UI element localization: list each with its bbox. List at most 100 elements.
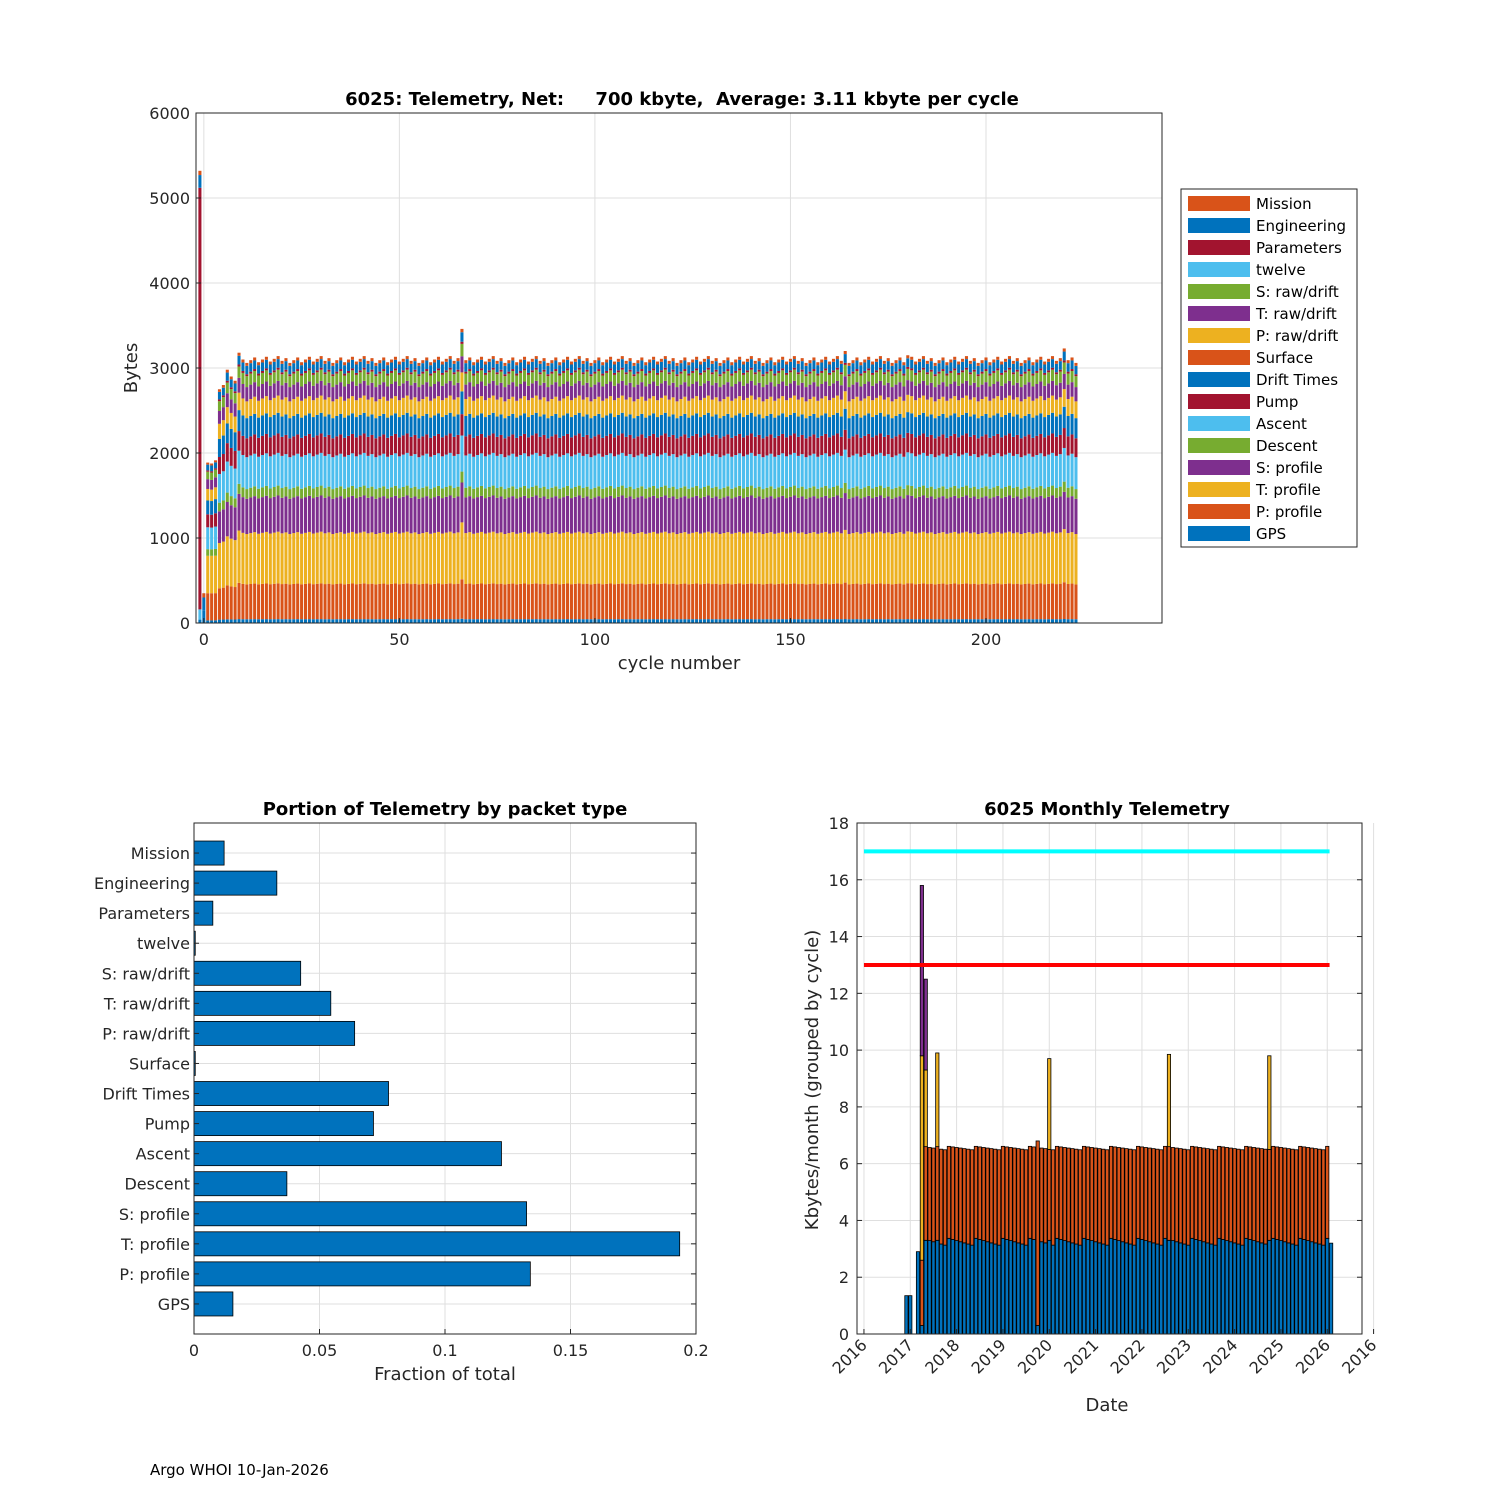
cycle-bar-170	[867, 356, 871, 623]
bar-segment	[831, 372, 836, 384]
bar-segment	[863, 455, 867, 488]
bar-segment	[491, 433, 495, 453]
bar-segment	[1035, 583, 1039, 620]
bar-segment	[851, 455, 855, 488]
bar-segment	[988, 417, 992, 438]
bar-segment	[479, 433, 484, 454]
bar-segment	[589, 418, 593, 439]
bar-segment	[444, 414, 448, 436]
bar-segment	[225, 380, 229, 383]
bar-segment	[378, 487, 382, 498]
bar-segment	[343, 456, 347, 489]
bar-segment	[601, 437, 605, 457]
bar-segment	[581, 488, 585, 498]
bar-segment	[906, 412, 910, 433]
bar-segment	[652, 531, 656, 584]
cycle-bar-44	[374, 362, 378, 623]
bar-segment	[378, 416, 382, 437]
bar-segment	[245, 418, 249, 439]
month-bar	[1159, 1149, 1164, 1335]
bar-segment	[444, 532, 448, 584]
bar-segment	[1066, 399, 1070, 417]
bar-segment	[640, 396, 644, 414]
bar-segment	[609, 413, 613, 434]
bar-segment	[769, 396, 773, 414]
bar-segment	[495, 416, 499, 437]
bar-segment	[288, 365, 292, 375]
bar-segment	[581, 374, 585, 386]
y-axis-label: Bytes	[121, 343, 142, 394]
bar-segment	[1228, 1241, 1233, 1335]
bar-segment	[542, 532, 546, 584]
bar-segment	[487, 414, 491, 436]
bar-segment	[1070, 453, 1074, 487]
bar-segment	[1205, 1242, 1210, 1335]
bar-segment	[761, 584, 765, 620]
bar-segment	[620, 412, 624, 434]
bar-segment	[476, 619, 480, 623]
bar-segment	[839, 416, 843, 437]
bar-segment	[343, 488, 347, 499]
bar-segment	[671, 486, 675, 497]
bar-segment	[264, 531, 268, 584]
bar-segment	[972, 532, 976, 584]
bar-segment	[1066, 1147, 1071, 1243]
bar-segment	[452, 385, 456, 400]
bar-segment	[855, 396, 859, 414]
bar-segment	[616, 372, 620, 384]
bar-segment	[726, 371, 730, 383]
bar-segment	[800, 361, 804, 370]
bar-segment	[726, 619, 730, 623]
bar-segment	[706, 452, 710, 486]
x-tick-label: 2016	[829, 1335, 871, 1377]
bar-segment	[612, 619, 616, 623]
bar-segment	[210, 472, 214, 480]
bar-segment	[671, 358, 675, 362]
bar-segment	[745, 383, 749, 398]
bar-segment	[620, 356, 624, 360]
bar-segment	[804, 438, 808, 458]
bar-segment	[272, 383, 276, 398]
bar-segment	[843, 582, 847, 620]
bar-segment	[919, 1055, 924, 1261]
bar-segment	[757, 434, 761, 455]
bar-segment	[749, 380, 753, 396]
bar-segment	[933, 401, 937, 419]
bar-segment	[628, 434, 632, 455]
bar-segment	[569, 488, 573, 499]
bar-segment	[1136, 1237, 1141, 1335]
bar-segment	[577, 485, 581, 496]
bar-segment	[949, 455, 953, 488]
cycle-bar-16	[264, 356, 268, 623]
cycle-bar-191	[949, 359, 953, 623]
bar-segment	[648, 398, 652, 416]
bar-segment	[937, 497, 941, 534]
bar-segment	[1000, 533, 1004, 585]
bar-segment	[409, 488, 413, 498]
bar-segment	[1043, 374, 1047, 386]
bar-segment	[300, 456, 304, 489]
bar-segment	[464, 363, 468, 372]
bar-segment	[507, 384, 511, 400]
bar-segment	[957, 619, 961, 623]
bar-segment	[984, 396, 988, 414]
bar-segment	[339, 434, 343, 454]
bar-segment	[984, 371, 988, 383]
cycle-bar-101	[597, 357, 601, 623]
bar-segment	[698, 364, 703, 373]
cycle-bar-52	[405, 356, 409, 623]
bar-segment	[968, 360, 972, 364]
bar-segment	[1004, 583, 1008, 620]
y-tick-label: 0	[839, 1325, 849, 1344]
bar-segment	[839, 399, 843, 417]
bar-segment	[902, 417, 906, 438]
bar-segment	[1186, 1244, 1191, 1335]
month-bar	[1070, 1148, 1075, 1335]
bar-segment	[284, 371, 288, 383]
bar-segment	[839, 436, 843, 456]
bar-segment	[691, 372, 695, 384]
bar-segment	[221, 397, 225, 408]
bar-segment	[812, 496, 816, 533]
bar-segment	[800, 369, 804, 372]
bar-segment	[503, 619, 507, 623]
